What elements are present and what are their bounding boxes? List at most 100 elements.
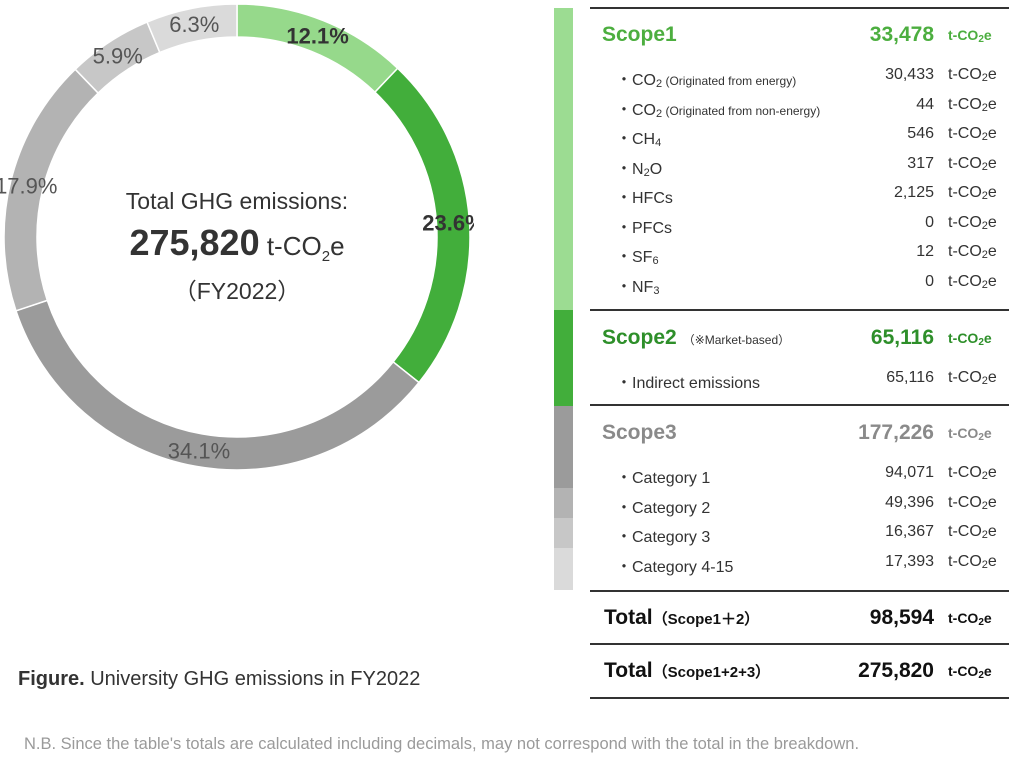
donut-label-6: 6.3% [169,12,219,37]
unit-label: t-CO2e [948,523,997,541]
row-value: 12 [916,243,934,260]
side-bar-scope1 [554,8,573,310]
table-divider [590,643,1009,645]
row-label: ・CO2 (Originated from energy) [616,72,797,90]
table-divider [590,404,1009,406]
table-row: ・Category 4-15 17,393 t-CO2e [590,553,1012,577]
table-row: ・CO2 (Originated from non-energy) 44 t-CO2… [590,96,1012,120]
row-label: ・Category 2 [616,500,711,517]
row-label: ・PFCs [616,220,673,237]
unit-label: t-CO2e [948,330,992,348]
table-row: ・CH4 546 t-CO2e [590,125,1012,149]
total-label: Total（Scope1＋2） [604,606,760,629]
center-unit: t-CO2e [266,231,345,266]
table-divider [590,309,1009,311]
unit-label: t-CO2e [948,96,997,114]
total-value: 275,820 [858,659,934,682]
row-label: ・NF3 [616,279,660,297]
unit-label: t-CO2e [948,369,997,387]
scope-value: 65,116 [870,326,934,349]
row-label: ・N2O [616,161,663,179]
table-row: ・HFCs 2,125 t-CO2e [590,184,1012,208]
side-bar-scope3-cat1 [554,406,573,488]
row-label: ・CH4 [616,131,662,149]
unit-label: t-CO2e [948,155,997,173]
row-label: ・Indirect emissions [616,375,761,392]
table-row: ・Category 2 49,396 t-CO2e [590,494,1012,518]
total-label: Total（Scope1+2+3） [604,659,771,682]
row-value: 65,116 [886,369,934,386]
unit-label: t-CO2e [948,66,997,84]
unit-label: t-CO2e [948,243,997,261]
donut-chart: 12.1% 23.6% 34.1% 17.9% 5.9% 6.3% [0,3,474,471]
row-label: ・CO2 (Originated from non-energy) [616,102,821,120]
table-row: ・Indirect emissions 65,116 t-CO2e [590,369,1012,393]
donut-label-2: 23.6% [422,210,474,235]
row-value: 317 [907,155,934,172]
scope-header-scope2: Scope2 （※Market-based） 65,116 t-CO2e [590,326,1012,350]
footnote: N.B. Since the table's totals are calcul… [24,735,860,753]
scope-title: Scope3 [602,421,677,444]
unit-label: t-CO2e [948,214,997,232]
table-divider [590,697,1009,699]
side-bar-scope3-cat2 [554,488,573,518]
figure-caption: Figure. University GHG emissions in FY20… [18,668,421,690]
table-row: ・CO2 (Originated from energy) 30,433 t-CO2… [590,66,1012,90]
unit-label: t-CO2e [948,494,997,512]
row-value: 17,393 [885,553,934,570]
unit-label: t-CO2e [948,425,992,443]
side-bar-scope3-cat3 [554,518,573,548]
row-label: ・Category 1 [616,470,711,487]
total-row-1: Total（Scope1＋2） 98,594 t-CO2e [590,606,1012,630]
scope-title: Scope2 （※Market-based） [602,326,791,349]
table-row: ・NF3 0 t-CO2e [590,273,1012,297]
row-label: ・Category 4-15 [616,559,734,576]
side-bar-scope2 [554,310,573,406]
scope-value: 177,226 [858,421,934,444]
table-row: ・Category 3 16,367 t-CO2e [590,523,1012,547]
center-label: Total GHG emissions: [125,188,349,214]
table-divider [590,590,1009,592]
unit-label: t-CO2e [948,273,997,291]
center-total: 275,820 t-CO2e [60,222,414,265]
row-value: 0 [925,273,934,290]
scope-value: 33,478 [869,23,934,46]
unit-label: t-CO2e [948,663,992,681]
row-value: 0 [925,214,934,231]
row-value: 49,396 [885,494,934,511]
center-year: （FY2022） [173,278,301,304]
row-label: ・HFCs [616,190,673,207]
scope-header-scope1: Scope1 33,478 t-CO2e [590,23,1012,47]
row-value: 546 [907,125,934,142]
unit-label: t-CO2e [948,553,997,571]
row-value: 30,433 [885,66,934,83]
row-value: 44 [916,96,934,113]
table-divider [590,7,1009,9]
donut-label-3: 34.1% [168,439,230,464]
scope-header-scope3: Scope3 177,226 t-CO2e [590,421,1012,445]
side-bar-scope3-cat4-15 [554,548,573,590]
unit-label: t-CO2e [948,184,997,202]
scope-title: Scope1 [602,23,677,46]
donut-slice-6 [146,3,238,54]
emissions-table: Scope1 33,478 t-CO2e ・CO2 (Originated from … [590,0,1012,700]
unit-label: t-CO2e [948,125,997,143]
table-row: ・N2O 317 t-CO2e [590,155,1012,179]
donut-label-4: 17.9% [0,173,57,198]
donut-label-5: 5.9% [93,44,143,69]
unit-label: t-CO2e [948,610,992,628]
row-label: ・Category 3 [616,529,711,546]
row-value: 94,071 [885,464,934,481]
table-row: ・Category 1 94,071 t-CO2e [590,464,1012,488]
unit-label: t-CO2e [948,464,997,482]
table-row: ・SF6 12 t-CO2e [590,243,1012,267]
total-value: 98,594 [869,606,934,629]
table-row: ・PFCs 0 t-CO2e [590,214,1012,238]
row-label: ・SF6 [616,249,659,267]
unit-label: t-CO2e [948,27,992,45]
row-value: 2,125 [893,184,934,201]
donut-label-1: 12.1% [286,24,348,49]
center-total-value: 275,820 [129,222,260,263]
total-row-2: Total（Scope1+2+3） 275,820 t-CO2e [590,659,1012,683]
row-value: 16,367 [885,523,934,540]
